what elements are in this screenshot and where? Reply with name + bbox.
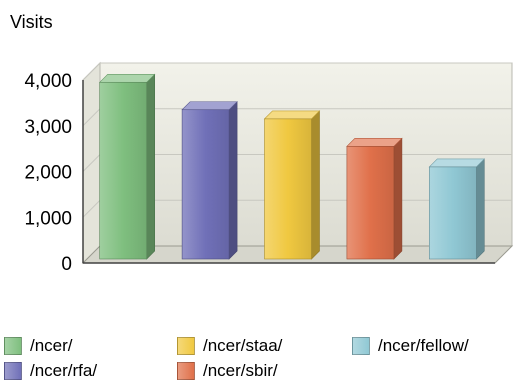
bar-side xyxy=(475,158,485,260)
legend-item: /ncer/rfa/ xyxy=(4,360,97,382)
bar-chart: Visits 0 1,000 2,000 3,000 4,000 xyxy=(10,12,514,275)
bar-top xyxy=(98,73,156,83)
bar-0 xyxy=(98,73,156,260)
bar-front xyxy=(181,109,230,260)
legend-swatch xyxy=(177,362,195,380)
bar-side xyxy=(311,110,320,260)
bar-1 xyxy=(181,101,238,260)
bar-top xyxy=(263,110,321,120)
bar-side xyxy=(228,101,238,260)
legend-item: /ncer/ xyxy=(4,335,73,357)
bar-top xyxy=(428,158,486,168)
legend-label: /ncer/sbir/ xyxy=(203,361,278,380)
gridline-side xyxy=(82,199,101,218)
legend-swatch xyxy=(352,337,370,355)
bar-3 xyxy=(346,137,403,260)
legend-label: /ncer/fellow/ xyxy=(378,336,469,355)
bar-front xyxy=(99,81,147,260)
plot-area: 0 1,000 2,000 3,000 4,000 xyxy=(24,61,514,275)
y-tick-label: 1,000 xyxy=(24,208,72,229)
bar-front xyxy=(346,146,395,260)
legend-label: /ncer/rfa/ xyxy=(30,361,98,380)
legend-swatch xyxy=(177,337,195,355)
bar-top xyxy=(181,101,238,111)
bar-top xyxy=(346,138,403,147)
bar-side xyxy=(393,137,403,260)
gridline-side xyxy=(82,154,101,172)
legend-item: /ncer/fellow/ xyxy=(352,335,469,357)
y-tick-label: 4,000 xyxy=(24,71,72,92)
gridline-side xyxy=(82,62,101,81)
legend-item: /ncer/sbir/ xyxy=(177,360,278,382)
y-axis-label: Visits xyxy=(10,12,53,32)
y-tick-label: 0 xyxy=(61,254,72,275)
bar-2 xyxy=(263,110,321,260)
legend-item: /ncer/staa/ xyxy=(177,335,282,357)
legend-swatch xyxy=(4,337,22,355)
legend-label: /ncer/staa/ xyxy=(203,336,283,355)
bar-side xyxy=(146,73,155,260)
y-tick-label: 3,000 xyxy=(24,117,72,138)
gridline-side xyxy=(82,108,101,127)
y-tick-label: 2,000 xyxy=(24,163,72,184)
legend-swatch xyxy=(4,362,22,380)
legend-label: /ncer/ xyxy=(30,336,73,355)
bar-4 xyxy=(428,158,486,260)
bar-front xyxy=(428,166,477,260)
bar-front xyxy=(264,118,312,260)
legend: /ncer/ /ncer/rfa/ /ncer/staa/ /ncer/sbir/ /n… xyxy=(0,335,514,389)
